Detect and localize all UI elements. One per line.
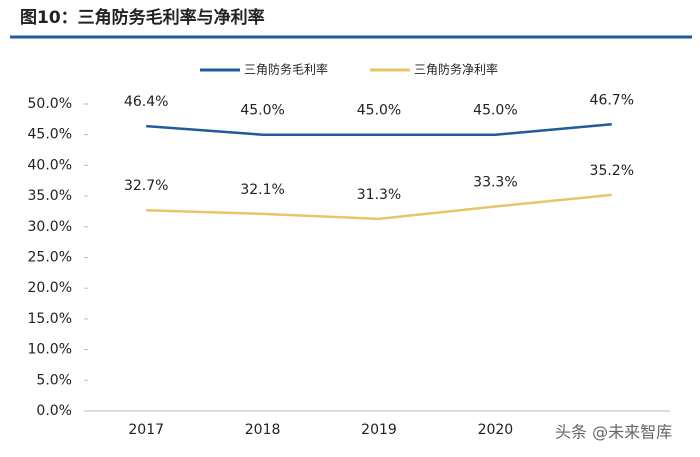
watermark: 头条 @未来智库 [555,423,672,442]
data-label: 32.1% [240,182,284,198]
x-tick-label: 2020 [478,422,514,438]
series-line [146,123,612,136]
chart-title: 图10：三角防务毛利率与净利率 [20,7,265,28]
legend-label: 三角防务毛利率 [244,62,328,77]
data-label: 35.2% [590,163,634,179]
data-label: 32.7% [124,178,168,194]
data-label: 46.4% [124,94,168,110]
data-label: 46.7% [590,92,634,108]
y-tick-label: 25.0% [28,250,72,266]
x-tick-label: 2017 [128,422,164,438]
y-tick-label: 5.0% [36,372,72,388]
y-tick-label: 45.0% [28,127,72,143]
legend-label: 三角防务净利率 [414,62,498,77]
data-label: 45.0% [240,103,284,119]
y-tick-label: 35.0% [28,188,72,204]
y-tick-label: 20.0% [28,280,72,296]
data-label: 31.3% [357,187,401,203]
data-label: 45.0% [473,103,517,119]
y-tick-label: 50.0% [28,96,72,112]
data-label: 33.3% [473,175,517,191]
y-tick-label: 0.0% [36,403,72,419]
x-tick-label: 2018 [245,422,281,438]
y-tick-label: 15.0% [28,311,72,327]
x-tick-label: 2019 [361,422,397,438]
data-label: 45.0% [357,103,401,119]
y-tick-label: 30.0% [28,219,72,235]
series-line [146,193,612,221]
y-tick-label: 10.0% [28,342,72,358]
y-tick-label: 40.0% [28,157,72,173]
